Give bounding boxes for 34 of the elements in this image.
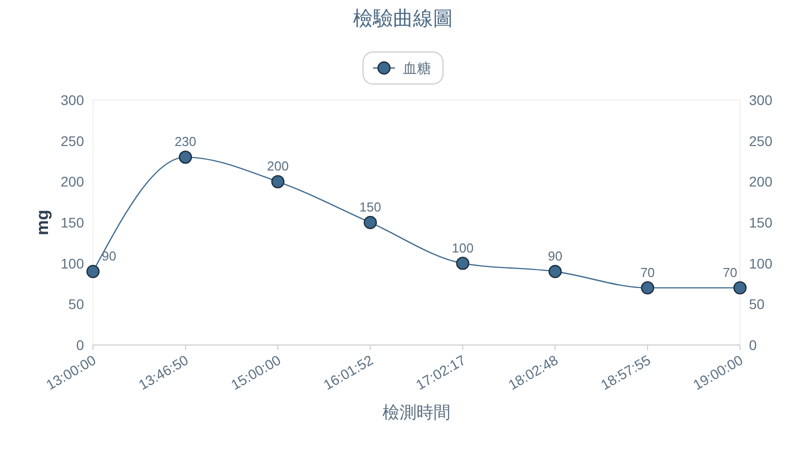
- data-label: 150: [359, 200, 382, 214]
- data-label: 100: [452, 240, 474, 256]
- y2-tick-label: 200: [749, 174, 773, 190]
- y-tick-label: 100: [60, 255, 84, 272]
- point: [178, 150, 192, 164]
- y-tick-label: 0: [76, 337, 84, 353]
- point: [86, 264, 100, 278]
- data-label: 70: [640, 264, 655, 280]
- y-tick-label: 50: [68, 296, 84, 312]
- y-axis-title: mg: [33, 210, 52, 236]
- y-tick-label: 200: [60, 174, 84, 190]
- y2-tick-label: 0: [749, 337, 757, 353]
- data-label: 70: [722, 264, 738, 280]
- point: [456, 256, 470, 270]
- x-axis-title: 檢測時間: [382, 403, 450, 422]
- y2-tick-label: 150: [749, 214, 773, 230]
- data-label: 90: [548, 248, 562, 264]
- point: [548, 264, 562, 278]
- point: [364, 216, 377, 230]
- legend-label: 血糖: [403, 60, 431, 76]
- data-label: 90: [102, 248, 116, 264]
- y2-tick-label: 100: [749, 255, 773, 272]
- y2-tick-label: 300: [749, 92, 773, 108]
- data-label: 230: [174, 134, 196, 150]
- y-tick-label: 300: [60, 92, 84, 108]
- y2-tick-label: 250: [749, 132, 773, 149]
- point: [640, 281, 654, 294]
- point: [271, 175, 284, 188]
- data-label: 200: [267, 158, 289, 174]
- y-tick-label: 150: [60, 214, 84, 230]
- point: [733, 281, 747, 294]
- y-tick-label: 250: [60, 132, 84, 149]
- y2-tick-label: 50: [749, 296, 765, 312]
- chart-title: 檢驗曲線圖: [353, 8, 453, 30]
